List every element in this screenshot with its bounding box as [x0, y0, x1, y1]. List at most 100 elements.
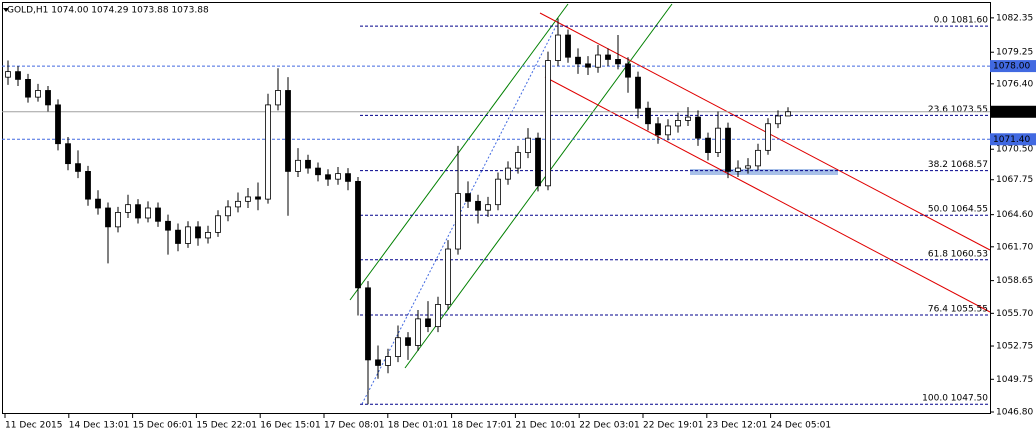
candle-body — [525, 137, 531, 153]
candle-body — [275, 90, 281, 106]
candle-body — [745, 165, 751, 169]
candle-body — [345, 173, 351, 182]
candle-body — [215, 215, 221, 233]
candle-body — [555, 34, 561, 61]
x-tick-label: 18 Dec 17:01 — [452, 421, 513, 431]
candle-body — [675, 120, 681, 127]
candle-body — [375, 359, 381, 366]
channel-line — [539, 12, 991, 251]
candle-body — [695, 116, 701, 139]
candle-body — [115, 212, 121, 228]
y-tick-label: 1052.75 — [996, 342, 1033, 352]
candle-body — [265, 104, 271, 200]
x-tick-label: 18 Dec 01:01 — [388, 421, 449, 431]
candle-body — [355, 180, 361, 289]
candle-body — [785, 111, 791, 117]
candle-body — [255, 196, 261, 200]
x-tick-label: 17 Dec 08:01 — [324, 421, 385, 431]
candle-body — [625, 63, 631, 78]
title-arrow — [3, 8, 9, 12]
y-tick-label: 1055.70 — [996, 309, 1033, 319]
candle-body — [585, 63, 591, 68]
candle-body — [495, 178, 501, 206]
candle-body — [25, 78, 31, 98]
candle-body — [755, 149, 761, 167]
x-tick-label: 16 Dec 15:01 — [260, 421, 321, 431]
candle-body — [125, 204, 131, 213]
price-box — [990, 60, 1036, 73]
candle-body — [325, 174, 331, 180]
candle-body — [565, 34, 571, 58]
candle-body — [85, 171, 91, 200]
highlight-zone — [690, 169, 838, 175]
candle-body — [715, 127, 721, 153]
candle-body — [545, 60, 551, 187]
candle-body — [705, 137, 711, 153]
candle-body — [685, 116, 691, 121]
candle-body — [135, 204, 141, 219]
candle-body — [65, 143, 71, 165]
x-tick-label: 22 Dec 03:01 — [579, 421, 640, 431]
candle-body — [335, 173, 341, 180]
candle-body — [225, 206, 231, 217]
candle-body — [455, 193, 461, 250]
y-tick-label: 1079.25 — [996, 48, 1033, 58]
chart-title: GOLD,H1 1074.00 1074.29 1073.88 1073.88 — [7, 6, 209, 16]
fib-label: 100.0 1047.50 — [922, 394, 988, 404]
candle-body — [35, 90, 41, 98]
candle-body — [5, 71, 11, 78]
candle-body — [575, 56, 581, 65]
candle-body — [485, 204, 491, 211]
x-tick-label: 15 Dec 06:01 — [133, 421, 194, 431]
x-tick-label: 21 Dec 10:01 — [515, 421, 576, 431]
candle-body — [475, 200, 481, 211]
candle-body — [415, 318, 421, 346]
channel-line — [544, 76, 991, 313]
candle-body — [195, 226, 201, 239]
fib-label: 0.0 1081.60 — [934, 16, 989, 26]
candle-body — [535, 137, 541, 187]
x-tick-label: 22 Dec 19:01 — [643, 421, 704, 431]
candle-body — [605, 54, 611, 60]
y-tick-label: 1067.75 — [996, 175, 1033, 185]
fib-trend — [361, 27, 556, 405]
x-tick-label: 23 Dec 12:01 — [707, 421, 768, 431]
fib-label: 50.0 1064.55 — [928, 205, 988, 215]
candle-body — [465, 193, 471, 202]
candle-body — [765, 123, 771, 151]
candle-body — [515, 152, 521, 169]
price-box — [990, 105, 1036, 118]
y-tick-label: 1082.35 — [996, 13, 1033, 23]
candle-body — [645, 107, 651, 125]
candle-body — [725, 127, 731, 172]
candle-body — [305, 159, 311, 169]
fib-label: 23.6 1073.55 — [928, 105, 988, 115]
candle-body — [445, 248, 451, 305]
candle-body — [235, 200, 241, 208]
y-tick-label: 1064.60 — [996, 210, 1033, 220]
y-tick-label: 1058.65 — [996, 276, 1033, 286]
candle-body — [165, 220, 171, 231]
candle-body — [45, 90, 51, 106]
channel-line — [349, 3, 569, 301]
candle-body — [395, 337, 401, 357]
candle-body — [595, 54, 601, 68]
candle-body — [105, 207, 111, 228]
candle-body — [505, 167, 511, 180]
candle-body — [775, 115, 781, 125]
candle-body — [155, 207, 161, 222]
candle-body — [425, 318, 431, 328]
y-tick-label: 1049.75 — [996, 375, 1033, 385]
y-tick-label: 1061.70 — [996, 242, 1033, 252]
y-tick-label: 1076.40 — [996, 79, 1033, 89]
candle-body — [315, 167, 321, 176]
candle-body — [205, 231, 211, 239]
candle-body — [735, 167, 741, 172]
x-tick-label: 14 Dec 13:01 — [69, 421, 130, 431]
candle-body — [15, 71, 21, 80]
candle-body — [635, 76, 641, 109]
candle-body — [435, 304, 441, 328]
candle-body — [55, 104, 61, 145]
